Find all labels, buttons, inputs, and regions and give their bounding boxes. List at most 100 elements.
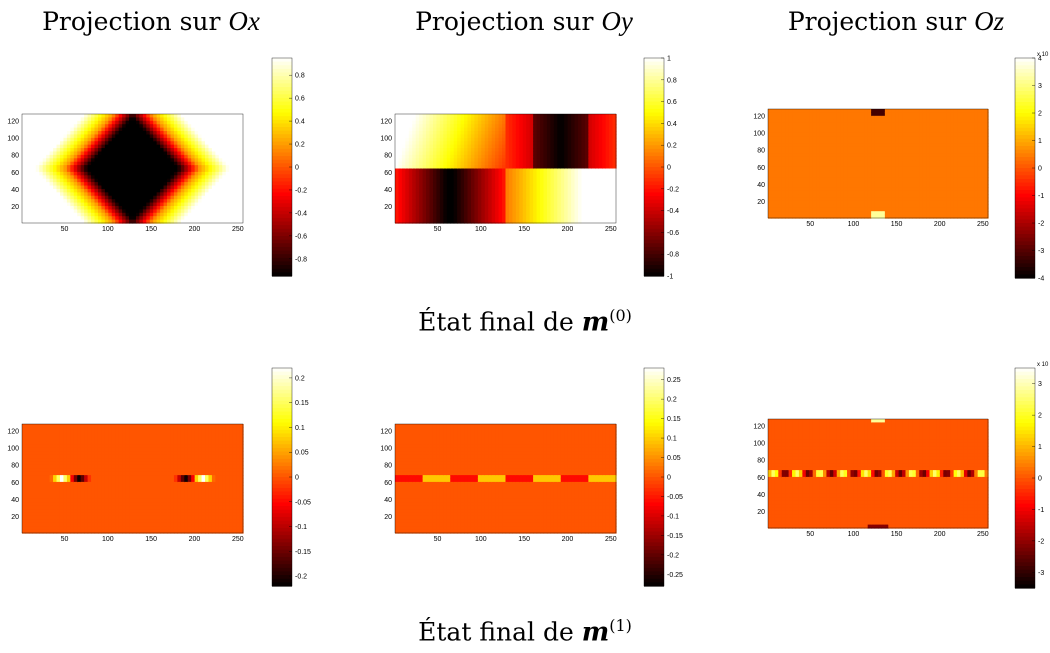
heatmap-cell	[598, 195, 603, 200]
heatmap-cell	[415, 182, 420, 187]
heatmap-cell	[180, 117, 185, 122]
heatmap-cell	[829, 204, 834, 209]
heatmap-cell	[104, 124, 109, 129]
heatmap-cell	[208, 158, 213, 163]
heatmap-cell	[540, 137, 545, 142]
heatmap-cell	[819, 177, 824, 182]
heatmap-cell	[488, 188, 493, 193]
heatmap-cell	[522, 188, 527, 193]
heatmap-cell	[163, 148, 168, 153]
heatmap-cell	[35, 205, 40, 210]
heatmap-cell	[795, 129, 800, 134]
heatmap-cell	[146, 171, 151, 176]
heatmap-cell	[498, 175, 503, 180]
heatmap-cell	[198, 120, 203, 125]
heatmap-cell	[529, 188, 534, 193]
heatmap-cell	[519, 192, 524, 197]
heatmap-cell	[108, 154, 113, 159]
heatmap-cell	[450, 185, 455, 190]
heatmap-cell	[139, 114, 144, 119]
heatmap-cell	[201, 137, 206, 142]
heatmap-cell	[59, 141, 65, 146]
heatmap-cell	[187, 127, 192, 132]
heatmap-cell	[49, 131, 54, 136]
heatmap-cell	[225, 178, 230, 183]
heatmap-cell	[42, 134, 47, 139]
heatmap-cell	[77, 185, 82, 190]
heatmap-cell	[781, 146, 786, 151]
heatmap-cell	[87, 161, 92, 166]
heatmap-cell	[798, 197, 803, 202]
heatmap-cell	[443, 216, 448, 221]
heatmap-cell	[553, 219, 558, 224]
heatmap-cell	[453, 209, 458, 214]
heatmap-cell	[574, 188, 579, 193]
heatmap-cell	[836, 129, 841, 134]
heatmap-cell	[836, 160, 841, 165]
heatmap-cell	[218, 205, 223, 210]
heatmap-cell	[97, 202, 103, 207]
heatmap-cell	[408, 168, 413, 173]
heatmap-cell	[211, 205, 216, 210]
heatmap-cell	[581, 151, 586, 156]
heatmap-cell	[125, 188, 130, 193]
heatmap-cell	[809, 112, 814, 117]
heatmap-cell	[488, 114, 493, 119]
heatmap-cell	[446, 114, 451, 119]
heatmap-cell	[792, 143, 797, 148]
heatmap-cell	[422, 161, 427, 166]
heatmap-cell	[97, 168, 103, 173]
y-tick-label: 80	[11, 153, 19, 160]
heatmap-cell	[405, 209, 410, 214]
heatmap-cell	[536, 124, 541, 129]
heatmap-cell	[56, 117, 61, 122]
heatmap-cell	[77, 199, 82, 204]
heatmap-cell	[395, 158, 400, 163]
heatmap-cell	[73, 168, 78, 173]
colorbar: 0.80.60.40.20-0.2-0.4-0.6-0.8	[271, 57, 307, 277]
heatmap-cell	[460, 171, 465, 176]
heatmap-cell	[73, 114, 78, 119]
heatmap-cell	[543, 161, 548, 166]
heatmap-cell	[571, 151, 576, 156]
heatmap-cell	[798, 149, 803, 154]
heatmap-cell	[170, 185, 175, 190]
heatmap-cell	[588, 175, 593, 180]
heatmap-cell	[453, 144, 458, 149]
heatmap-cell	[553, 137, 558, 142]
heatmap-cell	[550, 175, 555, 180]
heatmap-cell	[153, 185, 158, 190]
heatmap-cell	[612, 158, 617, 163]
heatmap-cell	[163, 134, 168, 139]
heatmap-cell	[595, 192, 600, 197]
heatmap-cell	[28, 205, 33, 210]
heatmap-cell	[602, 185, 607, 190]
heatmap-cell	[495, 114, 500, 119]
heatmap-cell	[187, 141, 192, 146]
heatmap-cell	[498, 178, 503, 183]
heatmap-cell	[225, 124, 230, 129]
heatmap-cell	[598, 148, 603, 153]
heatmap-cell	[77, 202, 82, 207]
heatmap-cell	[785, 112, 790, 117]
heatmap-cell	[819, 112, 824, 117]
heatmap-cell	[66, 199, 71, 204]
heatmap-cell	[42, 144, 47, 149]
heatmap-cell	[464, 219, 469, 224]
heatmap-cell	[191, 171, 196, 176]
heatmap-cell	[129, 151, 134, 156]
heatmap-cell	[526, 165, 531, 170]
heatmap-cell	[785, 122, 790, 127]
heatmap-cell	[163, 165, 168, 170]
heatmap-cell	[22, 158, 27, 163]
heatmap-cell	[97, 178, 103, 183]
heatmap-cell	[218, 144, 223, 149]
heatmap-cell	[588, 195, 593, 200]
heatmap-cell	[546, 120, 551, 125]
heatmap-cell	[426, 168, 431, 173]
heatmap-cell	[823, 143, 828, 148]
heatmap-cell	[812, 160, 817, 165]
heatmap-cell	[28, 137, 33, 142]
heatmap-cell	[502, 212, 507, 217]
heatmap-cell	[581, 158, 586, 163]
